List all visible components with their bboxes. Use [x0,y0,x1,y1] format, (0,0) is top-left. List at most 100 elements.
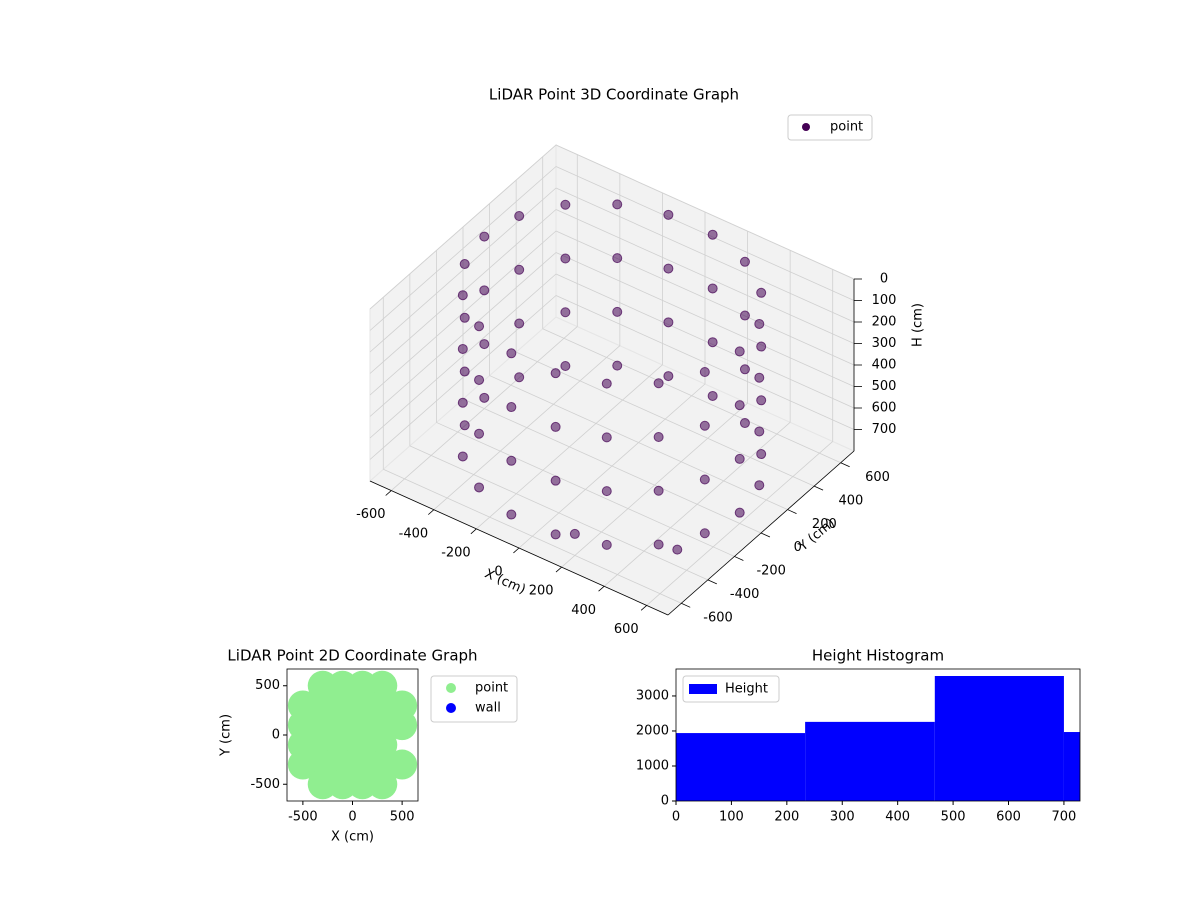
point [739,364,750,375]
y-tick-label: 200 [812,517,837,532]
legend-marker [446,683,456,693]
plot-area [287,670,418,800]
point [653,485,664,496]
grid-line [542,328,841,464]
point [663,317,674,328]
x-axis-label: X (cm) [482,566,527,597]
point [612,306,623,317]
point [699,420,710,431]
x-tick-label: -200 [441,545,471,560]
tick-mark [840,462,850,468]
grid-line [369,144,557,310]
x-tick-label: 0 [672,810,680,825]
y-axis-label: Y (cm) [219,714,234,757]
x-axis-label: X (cm) [331,830,374,845]
point [734,400,745,411]
y-tick-label: 2000 [636,723,669,738]
y-tick-label: 0 [794,540,802,555]
grid-line [515,351,815,487]
grid-line [369,252,557,417]
point [754,372,765,383]
grid-line [555,230,855,366]
x-tick-label: 300 [830,810,855,825]
x-tick-label: 100 [719,810,744,825]
x-tick-label: 700 [1052,810,1077,825]
z-tick-label: 600 [872,401,897,416]
x-tick-label: -400 [399,526,429,541]
point [479,392,490,403]
x-tick-label: -600 [356,507,386,522]
x-tick-label: 400 [571,603,596,618]
legend-marker [802,123,810,131]
legend-label: Height [725,682,768,697]
point [367,769,398,800]
point [474,428,485,439]
z-tick-label: 700 [872,422,897,437]
point [459,366,470,377]
bar [805,721,935,801]
x-tick-label: -500 [288,810,318,825]
point [474,374,485,385]
point [756,395,767,406]
y-tick-label: 400 [839,493,864,508]
chart-title: Height Histogram [812,647,944,665]
bar [676,733,806,801]
point [506,402,517,413]
y-tick-label: -400 [730,587,760,602]
z-tick-label: 400 [872,358,897,373]
point [601,378,612,389]
point [560,253,571,264]
point [506,455,517,466]
point [707,283,718,294]
tick-mark [513,547,520,554]
point [739,256,750,267]
tick-mark [787,509,797,514]
point [457,290,468,301]
grid-line [555,273,855,409]
bar [1063,732,1080,801]
grid-line [489,375,788,510]
point [387,749,418,780]
x-tick-label: 600 [996,810,1021,825]
grid-line [369,273,557,439]
point [514,264,525,275]
point [699,528,710,539]
point [653,431,664,442]
grid-line [436,422,735,557]
point [672,544,683,555]
point [560,307,571,318]
z-tick-label: 200 [872,315,897,330]
point [756,287,767,298]
point [739,310,750,321]
point [474,321,485,332]
point [653,378,664,389]
point [560,199,571,210]
point [612,199,623,210]
grid-line [369,166,557,331]
tick-mark [470,528,477,535]
tick-mark [760,532,771,538]
grid-line [555,252,855,387]
y-tick-label: -600 [703,611,733,626]
point [479,285,490,296]
y-tick-label: 500 [255,678,280,693]
z-tick-label: 300 [872,336,897,351]
point [707,337,718,348]
x-tick-label: 0 [494,565,502,580]
y-tick-label: 1000 [636,758,669,773]
axis-line [667,450,855,616]
grid-line [555,209,855,344]
grid-line [555,295,855,430]
legend-box [682,675,780,703]
chart-title: LiDAR Point 3D Coordinate Graph [489,86,739,104]
point [734,453,745,464]
point [550,475,561,486]
point [459,259,470,270]
legend-label: point [475,681,508,696]
chart-title: LiDAR Point 2D Coordinate Graph [227,647,477,665]
tick-mark [707,579,717,585]
z-tick-label: 100 [872,293,897,308]
z-tick-label: 500 [872,379,897,394]
tick-mark [598,585,605,592]
